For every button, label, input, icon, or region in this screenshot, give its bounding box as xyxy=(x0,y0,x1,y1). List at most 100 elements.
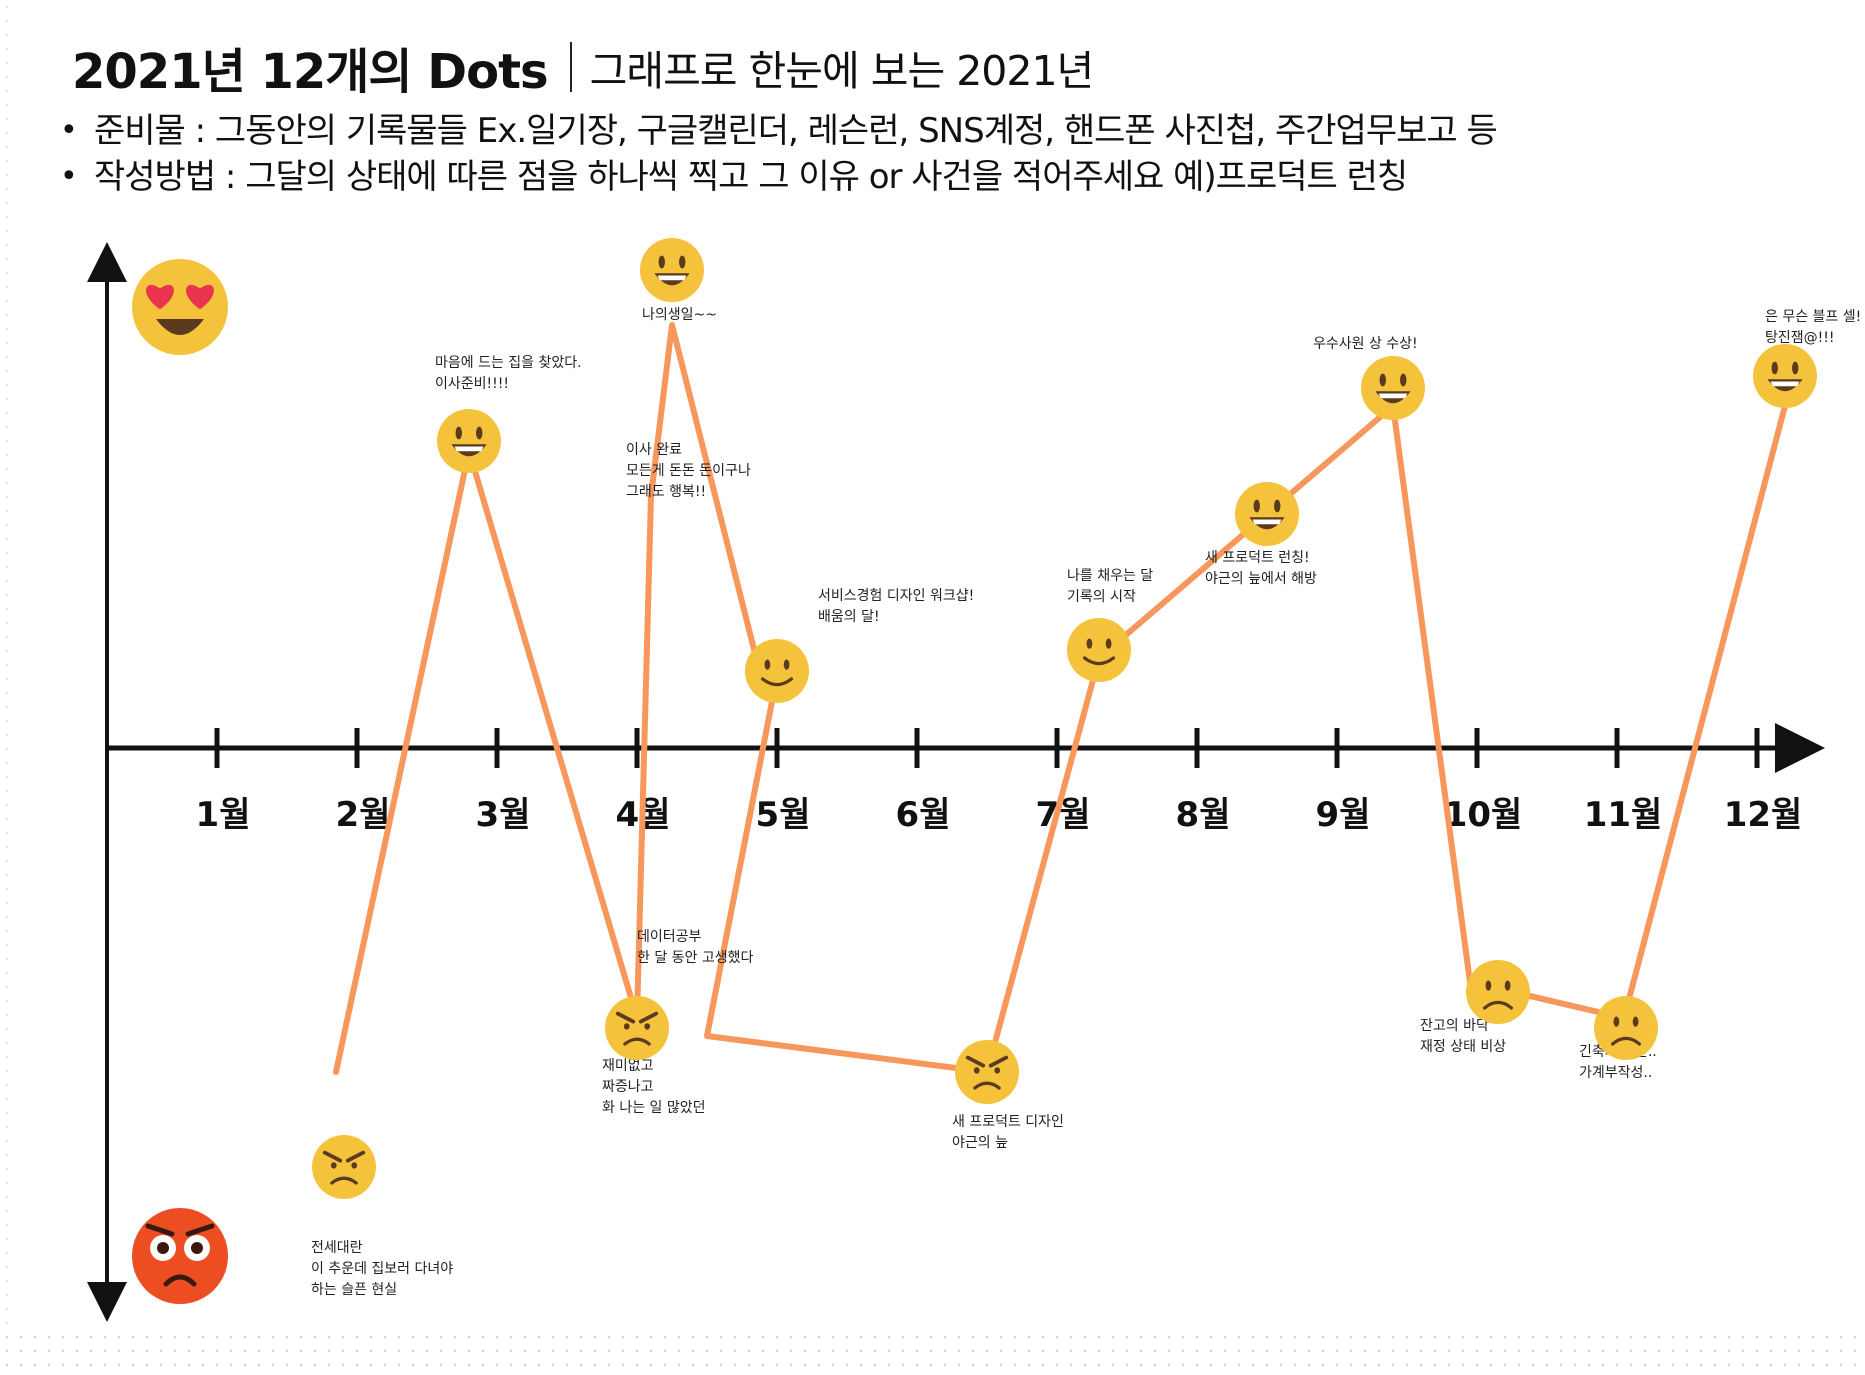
month-label: 10월 xyxy=(1444,795,1523,835)
event-note: 우수사원 상 수상! xyxy=(1313,336,1418,352)
eye xyxy=(1253,499,1260,513)
title-divider xyxy=(569,42,572,92)
face-disc xyxy=(605,996,669,1060)
pupil xyxy=(157,1242,169,1254)
eye xyxy=(476,426,483,440)
face-disc xyxy=(955,1040,1019,1104)
event-note-line: 나를 채우는 달 xyxy=(1067,568,1153,584)
mouth xyxy=(1610,1036,1642,1046)
dotted-background-bottom xyxy=(0,1330,1865,1375)
face-disc xyxy=(132,259,228,355)
eye xyxy=(644,1023,651,1030)
event-note-line: 야근의 늪에서 해방 xyxy=(1205,571,1317,587)
face-disc xyxy=(1466,960,1530,1024)
mood-line xyxy=(333,322,1788,1075)
eye xyxy=(973,1067,980,1074)
mouth xyxy=(973,1081,1001,1090)
event-note: 전세대란 이 추운데 집보러 다녀야 하는 슬픈 현실 xyxy=(311,1240,453,1298)
event-note-line: 이사 완료 xyxy=(626,442,682,458)
bullet-icon: • xyxy=(60,113,78,148)
instructions-list: • 준비물 : 그동안의 기록물들 Ex.일기장, 구글캘린더, 레슨런, SN… xyxy=(60,108,1498,200)
month-label: 1월 xyxy=(196,795,251,835)
month-label: 3월 xyxy=(476,795,531,835)
event-note-line: 은 무슨 블프 셀! xyxy=(1765,309,1861,325)
event-note-line: 잔고의 바닥 xyxy=(1420,1018,1489,1034)
teeth xyxy=(657,275,687,281)
axis-icons xyxy=(132,259,228,1304)
page-title: 2021년 12개의 Dots xyxy=(72,44,549,100)
eye xyxy=(1485,980,1492,991)
eye xyxy=(1274,499,1281,513)
eye xyxy=(1771,361,1778,375)
event-note-line: 새 프로덕트 런칭! xyxy=(1205,550,1310,566)
teeth xyxy=(1378,393,1408,399)
sad-emoji-icon xyxy=(1594,996,1658,1060)
mouth xyxy=(761,677,793,687)
event-note-line: 이사준비!!!! xyxy=(435,376,509,392)
event-note: 은 무슨 블프 셀! 탕진잼@!!! xyxy=(1765,309,1861,346)
brow xyxy=(322,1150,343,1163)
face-disc xyxy=(640,238,704,302)
brow xyxy=(345,1150,366,1163)
eye xyxy=(1086,638,1093,649)
event-note-line: 재미없고 xyxy=(602,1058,654,1074)
brow xyxy=(988,1055,1009,1068)
eye xyxy=(1613,1016,1620,1027)
face-disc xyxy=(1361,356,1425,420)
event-note: 재미없고 짜증나고 화 나는 일 많았던 xyxy=(602,1058,706,1116)
eye xyxy=(679,255,686,269)
smiling-emoji-icon xyxy=(745,639,809,703)
month-labels: 1월 2월 3월 4월 5월 6월 7월 8월 9월 10월 11월 12월 xyxy=(196,795,1803,835)
face-disc xyxy=(312,1135,376,1199)
eye xyxy=(1105,638,1112,649)
heart-eyes-emoji-icon xyxy=(132,259,228,355)
instruction-item: • 작성방법 : 그달의 상태에 따른 점을 하나씩 찍고 그 이유 or 사건… xyxy=(60,154,1497,200)
event-note-line: 서비스경험 디자인 워크샵! xyxy=(818,588,974,604)
event-note: 새 프로덕트 런칭! 야근의 늪에서 해방 xyxy=(1205,550,1317,587)
dotted-background-left xyxy=(0,0,14,1375)
event-note: 마음에 드는 집을 찾았다. 이사준비!!!! xyxy=(435,355,582,392)
month-label: 12월 xyxy=(1724,795,1803,835)
event-note-line: 재정 상태 비상 xyxy=(1420,1039,1506,1055)
teeth xyxy=(454,446,484,452)
heart-eye xyxy=(146,284,174,310)
event-note-line: 마음에 드는 집을 찾았다. xyxy=(435,355,582,371)
brow xyxy=(615,1011,636,1024)
teeth xyxy=(1770,381,1800,387)
face-disc xyxy=(745,639,809,703)
face-disc xyxy=(1235,482,1299,546)
mouth xyxy=(1482,1000,1514,1010)
page-subtitle: 그래프로 한눈에 보는 2021년 xyxy=(589,47,1095,95)
event-note-line: 탕진잼@!!! xyxy=(1765,330,1834,346)
brow xyxy=(145,1223,175,1237)
event-note-line: 가계부작성.. xyxy=(1579,1065,1652,1081)
event-note-line: 데이터공부 xyxy=(637,929,702,945)
mouth xyxy=(1083,656,1115,666)
event-note-line: 화 나는 일 많았던 xyxy=(602,1100,706,1116)
eye xyxy=(1632,1016,1639,1027)
teeth xyxy=(1252,519,1282,525)
header: 2021년 12개의 Dots 그래프로 한눈에 보는 2021년 xyxy=(72,32,1095,102)
angry-red-emoji-icon xyxy=(132,1208,228,1304)
mouth xyxy=(156,319,204,335)
event-note-line: 모든게 돈돈 돈이구나 xyxy=(626,463,751,479)
heart-eye xyxy=(186,284,214,310)
mood-faces xyxy=(312,238,1817,1199)
grinning-emoji-icon xyxy=(437,409,501,473)
chart-axes xyxy=(87,242,1825,1322)
grinning-emoji-icon xyxy=(1361,356,1425,420)
sad-emoji-icon xyxy=(1466,960,1530,1024)
month-label: 2월 xyxy=(336,795,391,835)
event-note-line: 야근의 늪 xyxy=(952,1135,1008,1151)
eye xyxy=(658,255,665,269)
event-note-line: 한 달 동안 고생했다 xyxy=(637,950,754,966)
mood-line-path xyxy=(333,322,1788,1075)
grinning-emoji-icon xyxy=(1235,482,1299,546)
event-note-line: 새 프로덕트 디자인 xyxy=(952,1114,1064,1130)
event-notes: 전세대란 이 추운데 집보러 다녀야 하는 슬픈 현실 마음에 드는 집을 찾았다. 이… xyxy=(311,307,1861,1298)
event-note-line: 그래도 행복!! xyxy=(626,484,706,500)
event-note-line: 하는 슬픈 현실 xyxy=(311,1282,397,1298)
month-label: 5월 xyxy=(756,795,811,835)
